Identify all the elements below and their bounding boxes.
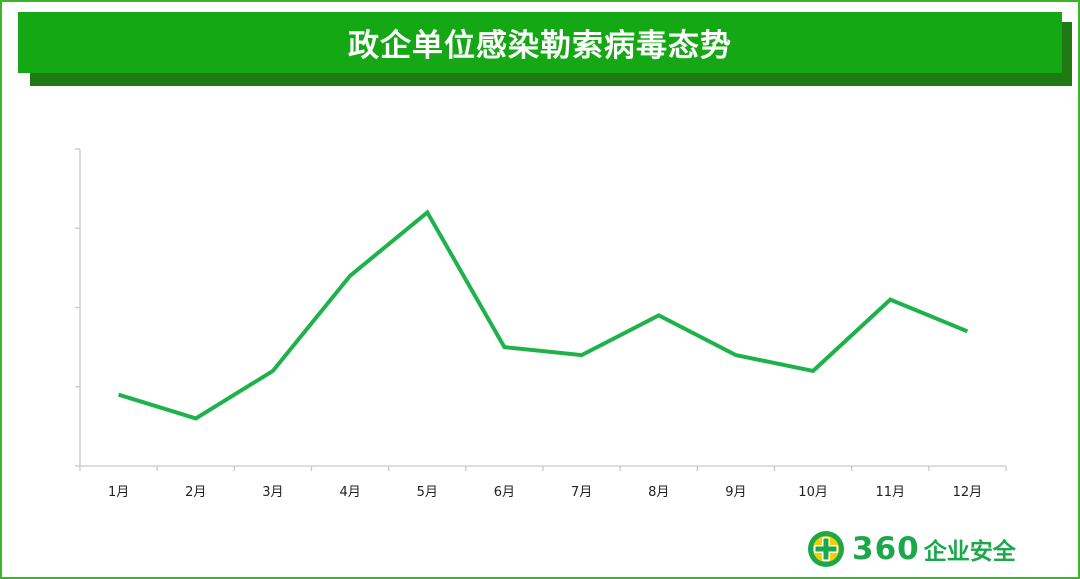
x-axis-tick-label: 3月 [262, 485, 283, 500]
logo-brand-text: 企业安全 [923, 539, 1016, 565]
chart-axes [75, 148, 1007, 471]
logo-brand-number: 360 [852, 531, 920, 567]
x-axis-tick-label: 2月 [185, 485, 206, 500]
x-axis-tick-label: 5月 [417, 485, 438, 500]
x-axis-tick-label: 10月 [798, 485, 828, 500]
x-axis-tick-label: 1月 [108, 485, 129, 500]
title-banner: 政企单位感染勒索病毒态势 [18, 12, 1062, 73]
x-axis-tick-label: 12月 [953, 485, 983, 500]
x-axis-tick-label: 6月 [494, 485, 515, 500]
brand-logo: 360 企业安全 [806, 528, 1016, 570]
x-axis-tick-label: 7月 [571, 485, 592, 500]
chart-title: 政企单位感染勒索病毒态势 [348, 28, 732, 64]
x-axis-tick-label: 4月 [339, 485, 360, 500]
x-axis-tick-label: 9月 [725, 485, 746, 500]
series-line [118, 209, 969, 421]
360-logo-icon [806, 529, 846, 569]
x-axis-labels: 1月 2月 3月 4月 5月 6月 7月 8月 9月 10月 11月 12月 [108, 485, 982, 500]
x-axis-tick-label: 8月 [648, 485, 669, 500]
x-axis-tick-label: 11月 [875, 485, 905, 500]
chart-series [118, 209, 969, 421]
